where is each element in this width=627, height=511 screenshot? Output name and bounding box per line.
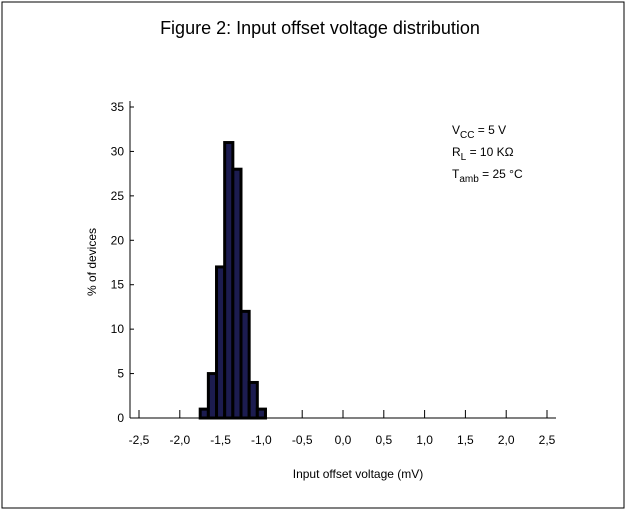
y-tick-label: 20 bbox=[111, 233, 125, 247]
x-axis-label: Input offset voltage (mV) bbox=[293, 467, 424, 481]
annotation-main: R bbox=[452, 145, 461, 159]
x-tick-label: -1,0 bbox=[251, 433, 272, 447]
y-axis-label: % of devices bbox=[85, 228, 99, 296]
y-tick-label: 10 bbox=[111, 322, 125, 336]
x-tick-label: 1,0 bbox=[416, 433, 433, 447]
y-tick-label: 5 bbox=[117, 367, 124, 381]
annotation-sub: CC bbox=[460, 130, 474, 141]
x-tick-label: 1,5 bbox=[457, 433, 474, 447]
y-tick-label: 30 bbox=[111, 144, 125, 158]
annotation: Tamb = 25 °C bbox=[452, 167, 523, 185]
x-tick-label: 0,5 bbox=[375, 433, 392, 447]
annotation: VCC = 5 V bbox=[452, 123, 506, 141]
x-tick-label: -2,0 bbox=[169, 433, 190, 447]
x-tick-label: -2,5 bbox=[129, 433, 150, 447]
x-tick-label: 0,0 bbox=[335, 433, 352, 447]
y-tick-label: 25 bbox=[111, 189, 125, 203]
y-tick-label: 15 bbox=[111, 278, 125, 292]
x-tick-label: 2,5 bbox=[539, 433, 556, 447]
annotation-rest: = 5 V bbox=[474, 123, 506, 137]
annotation-rest: = 25 °C bbox=[479, 167, 523, 181]
bar bbox=[247, 380, 259, 420]
annotation-main: V bbox=[452, 123, 460, 137]
annotation-rest: = 10 KΩ bbox=[466, 145, 513, 159]
chart-title: Figure 2: Input offset voltage distribut… bbox=[160, 18, 480, 38]
bar bbox=[255, 407, 267, 420]
x-tick-label: 2,0 bbox=[498, 433, 515, 447]
annotation-sub: L bbox=[461, 152, 467, 163]
annotation-main: T bbox=[452, 167, 460, 181]
x-tick-label: -1,5 bbox=[210, 433, 231, 447]
annotation: RL = 10 KΩ bbox=[452, 145, 514, 163]
bar bbox=[239, 309, 251, 420]
y-tick-label: 0 bbox=[117, 411, 124, 425]
bar bbox=[231, 167, 243, 420]
annotation-sub: amb bbox=[459, 174, 479, 185]
x-tick-label: -0,5 bbox=[292, 433, 313, 447]
y-tick-label: 35 bbox=[111, 100, 125, 114]
